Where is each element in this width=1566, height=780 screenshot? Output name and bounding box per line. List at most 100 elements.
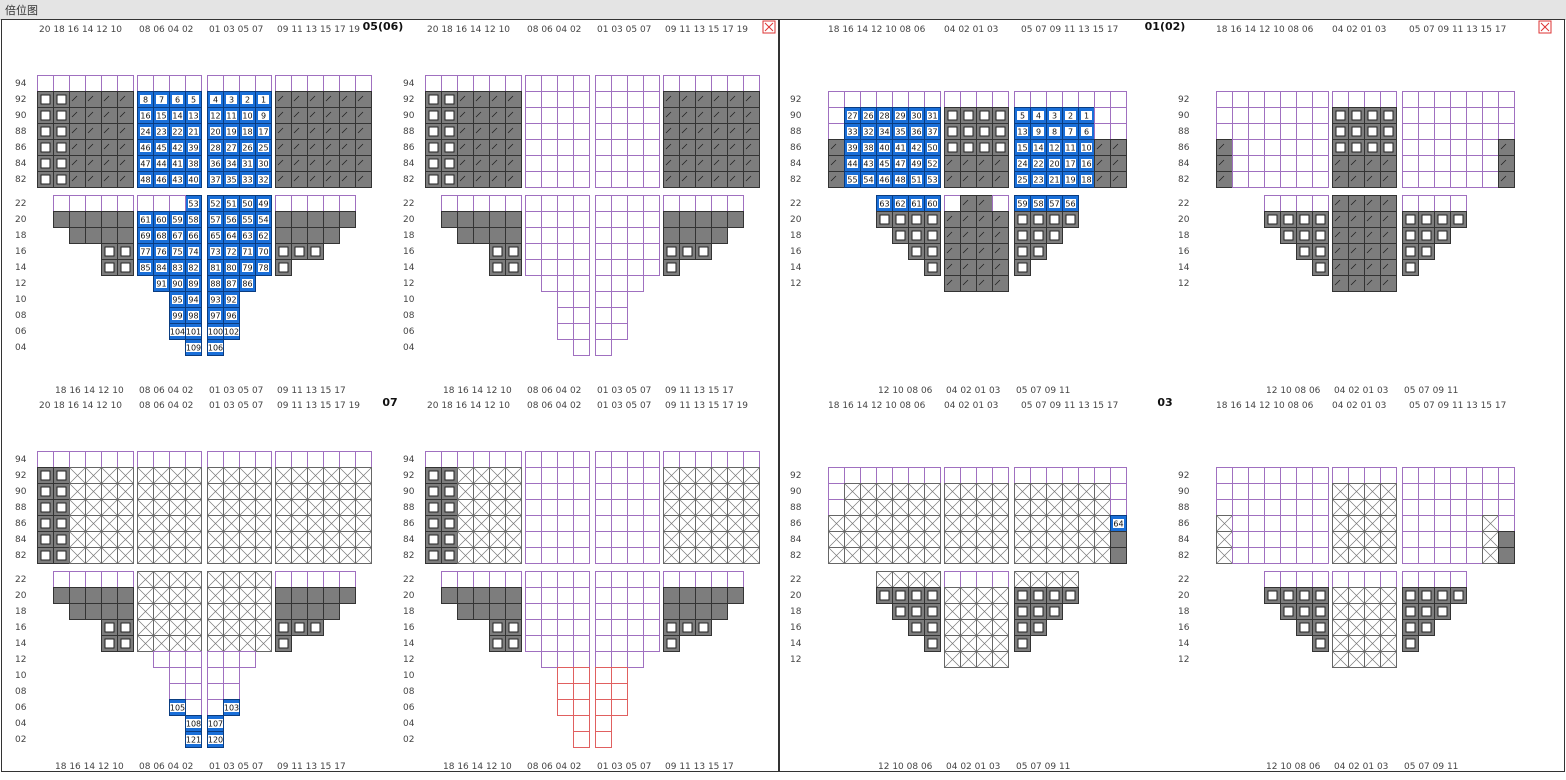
empty-slot[interactable] — [1402, 91, 1419, 108]
empty-slot[interactable] — [541, 515, 558, 532]
occupied-slot[interactable] — [1380, 275, 1397, 292]
empty-slot[interactable] — [1450, 515, 1467, 532]
occupied-slot[interactable] — [976, 259, 993, 276]
empty-slot[interactable] — [355, 451, 372, 468]
occupied-slot[interactable] — [505, 211, 522, 228]
occupied-slot[interactable] — [473, 227, 490, 244]
occupied-slot[interactable] — [679, 107, 696, 124]
empty-slot[interactable] — [1402, 547, 1419, 564]
empty-slot[interactable] — [611, 467, 628, 484]
empty-slot[interactable] — [137, 75, 154, 92]
empty-slot[interactable] — [291, 451, 308, 468]
occupied-slot[interactable] — [307, 155, 324, 172]
empty-slot[interactable] — [541, 571, 558, 588]
occupied-slot[interactable] — [117, 91, 134, 108]
empty-slot[interactable] — [505, 451, 522, 468]
occupied-slot[interactable] — [441, 587, 458, 604]
empty-slot[interactable] — [611, 683, 628, 700]
occupied-slot[interactable] — [101, 155, 118, 172]
empty-slot[interactable] — [1248, 515, 1265, 532]
empty-slot[interactable] — [860, 467, 877, 484]
occupied-slot[interactable] — [323, 139, 340, 156]
empty-slot[interactable] — [595, 307, 612, 324]
empty-slot[interactable] — [695, 451, 712, 468]
empty-slot[interactable] — [1466, 171, 1483, 188]
occupied-slot[interactable] — [711, 91, 728, 108]
empty-slot[interactable] — [1434, 107, 1451, 124]
occupied-slot[interactable] — [339, 123, 356, 140]
empty-slot[interactable] — [627, 259, 644, 276]
empty-slot[interactable] — [1348, 467, 1365, 484]
empty-slot[interactable] — [828, 499, 845, 516]
empty-slot[interactable] — [1332, 571, 1349, 588]
empty-slot[interactable] — [679, 451, 696, 468]
occupied-slot[interactable] — [960, 275, 977, 292]
occupied-slot[interactable] — [679, 211, 696, 228]
empty-slot[interactable] — [1094, 467, 1111, 484]
occupied-slot[interactable] — [727, 91, 744, 108]
occupied-slot[interactable] — [101, 107, 118, 124]
empty-slot[interactable] — [663, 451, 680, 468]
empty-slot[interactable] — [223, 75, 240, 92]
empty-slot[interactable] — [1264, 547, 1281, 564]
occupied-slot[interactable] — [323, 603, 340, 620]
occupied-slot[interactable] — [339, 139, 356, 156]
empty-slot[interactable] — [643, 75, 660, 92]
empty-slot[interactable] — [525, 259, 542, 276]
empty-slot[interactable] — [425, 451, 442, 468]
empty-slot[interactable] — [1312, 483, 1329, 500]
empty-slot[interactable] — [223, 451, 240, 468]
occupied-slot[interactable] — [944, 275, 961, 292]
empty-slot[interactable] — [876, 467, 893, 484]
empty-slot[interactable] — [595, 259, 612, 276]
occupied-slot[interactable] — [473, 123, 490, 140]
empty-slot[interactable] — [663, 571, 680, 588]
empty-slot[interactable] — [489, 451, 506, 468]
occupied-slot[interactable] — [1110, 139, 1127, 156]
occupied-slot[interactable] — [1332, 155, 1349, 172]
occupied-slot[interactable] — [489, 587, 506, 604]
occupied-slot[interactable] — [944, 227, 961, 244]
empty-slot[interactable] — [1466, 515, 1483, 532]
occupied-slot[interactable] — [275, 171, 292, 188]
empty-slot[interactable] — [573, 515, 590, 532]
empty-slot[interactable] — [573, 155, 590, 172]
empty-slot[interactable] — [627, 275, 644, 292]
empty-slot[interactable] — [1498, 123, 1515, 140]
empty-slot[interactable] — [1094, 123, 1111, 140]
empty-slot[interactable] — [595, 195, 612, 212]
empty-slot[interactable] — [627, 531, 644, 548]
occupied-slot[interactable] — [1110, 171, 1127, 188]
empty-slot[interactable] — [1450, 123, 1467, 140]
occupied-slot[interactable] — [1332, 171, 1349, 188]
empty-slot[interactable] — [101, 195, 118, 212]
empty-slot[interactable] — [611, 75, 628, 92]
empty-slot[interactable] — [1434, 499, 1451, 516]
empty-slot[interactable] — [1280, 155, 1297, 172]
empty-slot[interactable] — [611, 259, 628, 276]
occupied-slot[interactable] — [355, 171, 372, 188]
empty-slot[interactable] — [643, 635, 660, 652]
empty-slot[interactable] — [275, 571, 292, 588]
empty-slot[interactable] — [1418, 91, 1435, 108]
empty-slot[interactable] — [525, 211, 542, 228]
empty-slot[interactable] — [595, 635, 612, 652]
occupied-slot[interactable] — [1380, 171, 1397, 188]
empty-slot[interactable] — [1434, 467, 1451, 484]
occupied-slot[interactable] — [743, 91, 760, 108]
empty-slot[interactable] — [557, 587, 574, 604]
occupied-slot[interactable] — [505, 123, 522, 140]
occupied-slot[interactable] — [695, 123, 712, 140]
empty-slot[interactable] — [1312, 499, 1329, 516]
empty-slot[interactable] — [1402, 499, 1419, 516]
empty-slot[interactable] — [1402, 531, 1419, 548]
empty-slot[interactable] — [663, 75, 680, 92]
occupied-slot[interactable] — [944, 171, 961, 188]
occupied-slot[interactable] — [663, 91, 680, 108]
occupied-slot[interactable] — [663, 587, 680, 604]
empty-slot[interactable] — [627, 587, 644, 604]
occupied-slot[interactable] — [992, 227, 1009, 244]
occupied-slot[interactable] — [1364, 275, 1381, 292]
empty-slot[interactable] — [595, 547, 612, 564]
occupied-slot[interactable] — [275, 139, 292, 156]
